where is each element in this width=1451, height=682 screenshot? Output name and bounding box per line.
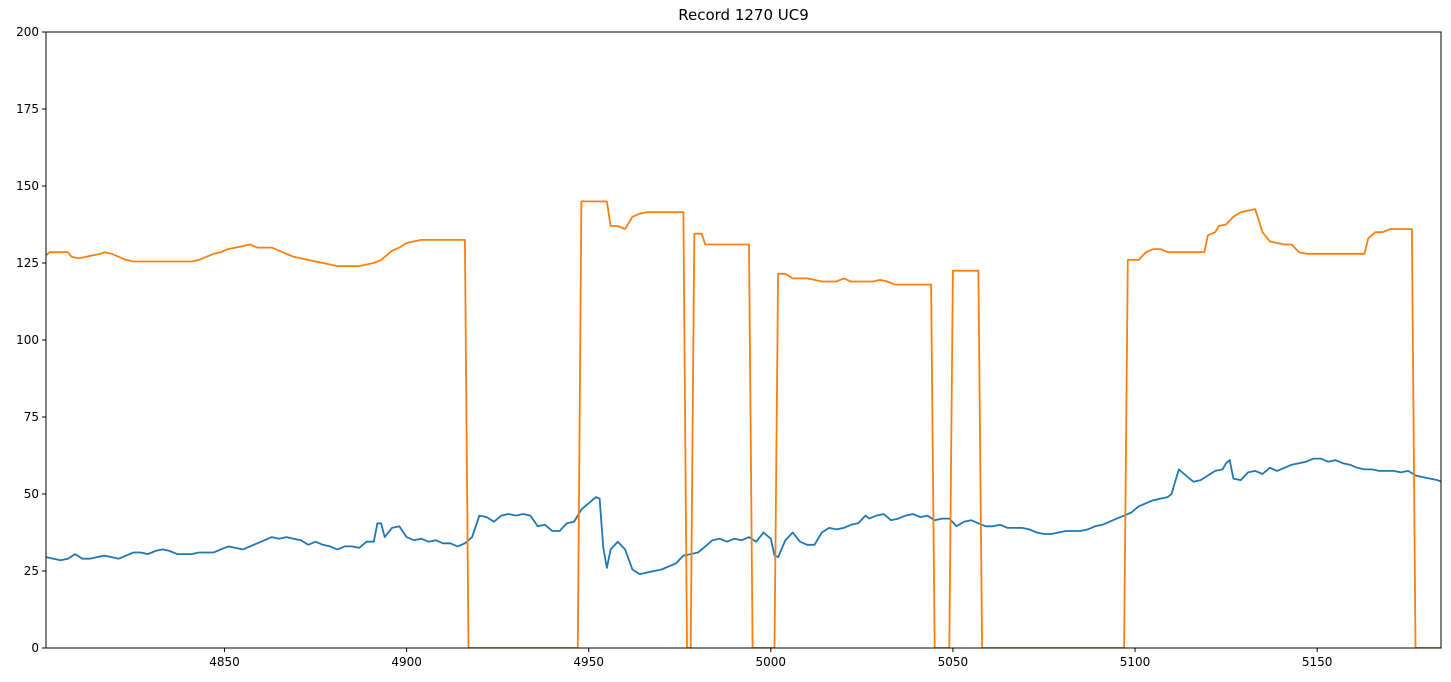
series-line-2 <box>46 200 1441 648</box>
x-tick-label: 4850 <box>209 655 240 669</box>
chart-title: Record 1270 UC9 <box>678 6 809 24</box>
y-tick-label: 75 <box>24 410 39 424</box>
y-tick-label: 100 <box>16 333 39 347</box>
x-tick-label: 4900 <box>391 655 422 669</box>
x-axis: 4850 4900 4950 5000 5050 5100 5150 <box>209 648 1332 669</box>
y-tick-label: 0 <box>31 641 39 655</box>
series-line-1 <box>46 457 1441 575</box>
y-tick-label: 25 <box>24 564 39 578</box>
y-axis: 0 25 50 75 100 125 150 175 200 <box>16 25 46 655</box>
x-tick-label: 5150 <box>1302 655 1333 669</box>
x-tick-label: 5100 <box>1120 655 1151 669</box>
y-tick-label: 50 <box>24 487 39 501</box>
y-tick-label: 150 <box>16 179 39 193</box>
axes-frame <box>45 31 1442 649</box>
x-tick-label: 5050 <box>938 655 969 669</box>
y-tick-label: 175 <box>16 102 39 116</box>
series-layer <box>46 200 1441 648</box>
y-tick-label: 200 <box>16 25 39 39</box>
x-tick-label: 5000 <box>756 655 787 669</box>
y-tick-label: 125 <box>16 256 39 270</box>
x-tick-label: 4950 <box>573 655 604 669</box>
